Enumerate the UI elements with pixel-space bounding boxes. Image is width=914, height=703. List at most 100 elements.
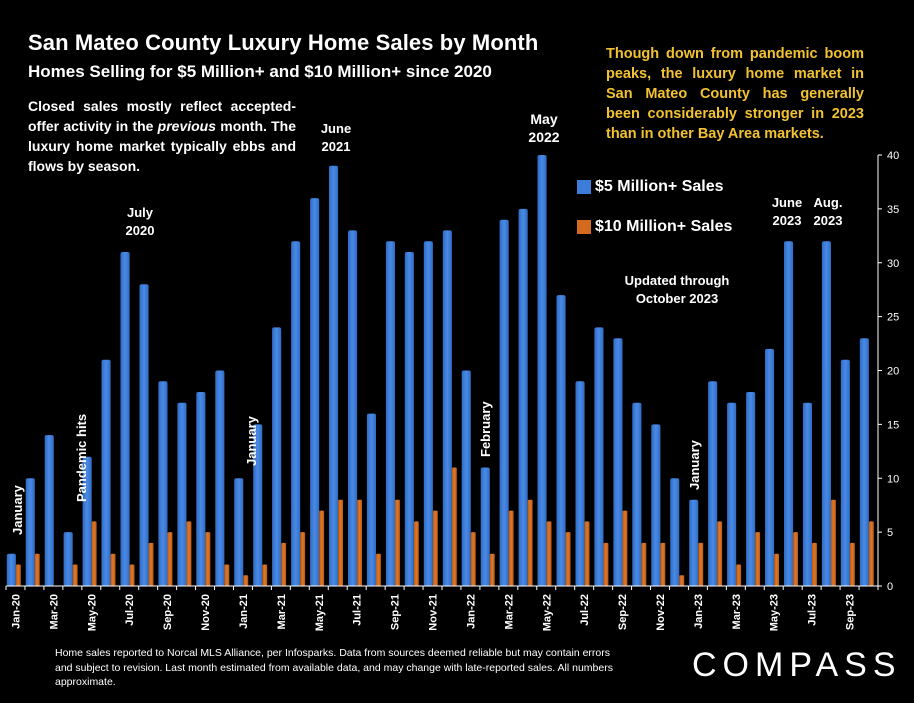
x-tick-label-Mar-20: Mar-20: [48, 594, 60, 629]
x-tick-label-Sep-23: Sep-23: [845, 594, 857, 630]
annotation-june-2023: June 2023: [757, 194, 817, 230]
bar-10m-Apr-21: [300, 532, 306, 586]
x-tick-label-Jan-21: Jan-21: [238, 594, 250, 629]
bar-10m-Aug-22: [603, 542, 609, 586]
bar-5m-Nov-21: [423, 241, 433, 586]
x-tick-label-May-23: May-23: [769, 594, 781, 631]
bar-10m-Apr-22: [527, 499, 533, 586]
bar-5m-Jun-20: [101, 359, 111, 586]
bar-10m-Oct-23: [868, 521, 874, 586]
bar-5m-Feb-21: [253, 424, 263, 586]
y-tick-label-40: 40: [887, 150, 899, 162]
x-tick-label-Jul-20: Jul-20: [124, 594, 136, 626]
bar-5m-Jan-23: [689, 499, 699, 586]
x-tick-label-Mar-21: Mar-21: [276, 594, 288, 629]
bar-10m-Jan-22: [470, 532, 476, 586]
bar-10m-Nov-21: [432, 510, 438, 586]
bar-10m-Mar-22: [508, 510, 514, 586]
compass-logo: COMPASS: [692, 646, 902, 684]
legend-swatch-orange: [577, 220, 591, 234]
annotation-june-2023-year: 2023: [772, 213, 802, 228]
annotation-jan-2021: January: [244, 416, 259, 466]
chart-title: San Mateo County Luxury Home Sales by Mo…: [28, 30, 539, 55]
bar-10m-Jul-21: [357, 499, 362, 586]
bar-10m-May-22: [546, 521, 552, 586]
bar-5m-Aug-23: [821, 241, 831, 586]
legend-swatch-blue: [577, 180, 591, 194]
bar-5m-Mar-23: [727, 402, 737, 586]
bar-10m-Jul-22: [584, 521, 590, 586]
bar-10m-Aug-21: [376, 553, 381, 586]
y-tick-label-15: 15: [887, 419, 899, 431]
annotation-jan-2020: January: [10, 485, 25, 535]
bar-10m-Sep-21: [395, 499, 400, 586]
x-tick-label-Jan-20: Jan-20: [11, 594, 23, 629]
x-tick-label-Sep-21: Sep-21: [390, 594, 402, 630]
bar-10m-Sep-23: [849, 542, 855, 586]
x-tick-label-Jul-23: Jul-23: [807, 594, 819, 626]
bar-5m-Jun-21: [329, 165, 339, 587]
bar-10m-Mar-23: [736, 564, 742, 586]
bar-10m-May-20: [91, 521, 97, 586]
bar-10m-Aug-23: [831, 499, 836, 586]
bar-10m-Jan-21: [243, 575, 249, 586]
x-tick-label-Sep-20: Sep-20: [162, 594, 174, 630]
updated-note: Updated through October 2023: [624, 273, 730, 306]
note-left-part-2: month. The luxury home market typically …: [28, 118, 297, 174]
annotation-june-2021-month: June: [320, 121, 352, 136]
annotation-june-2021-year: 2021: [321, 139, 351, 154]
bar-5m-Jul-20: [120, 252, 130, 586]
y-tick-label-20: 20: [887, 366, 899, 378]
x-tick-label-May-22: May-22: [541, 594, 553, 631]
annotation-july-2020-month: July: [126, 205, 153, 220]
x-tick-label-Mar-23: Mar-23: [731, 594, 743, 629]
legend-item-5m: $5 Million+ Sales: [577, 178, 724, 196]
bar-10m-Dec-22: [679, 575, 685, 586]
bar-5m-Feb-23: [708, 381, 718, 586]
bar-5m-Apr-21: [291, 241, 301, 586]
bar-5m-Aug-22: [594, 327, 604, 586]
annotation-jan-2023: January: [687, 440, 702, 490]
legend-label-5m: $5 Million+ Sales: [595, 178, 724, 195]
bar-10m-Jun-20: [110, 553, 116, 586]
annotation-february: February: [478, 401, 493, 457]
annotation-july-2020-year: 2020: [125, 223, 155, 238]
bar-5m-Feb-22: [480, 467, 490, 586]
x-tick-label-Nov-20: Nov-20: [200, 594, 212, 631]
x-tick-label-Jul-22: Jul-22: [579, 594, 591, 626]
bar-10m-Apr-20: [72, 564, 78, 586]
bar-10m-Jan-23: [698, 542, 704, 586]
annotation-aug-2023-year: 2023: [813, 213, 843, 228]
bar-10m-Oct-20: [186, 521, 192, 586]
y-tick-label-0: 0: [887, 581, 893, 593]
bar-5m-Jan-20: [6, 553, 16, 586]
bar-5m-Feb-20: [25, 478, 35, 587]
y-tick-label-25: 25: [887, 312, 899, 324]
bar-10m-Dec-20: [224, 564, 230, 586]
bar-5m-Jul-23: [802, 402, 812, 586]
bar-10m-Sep-20: [167, 532, 173, 586]
bar-5m-Oct-23: [859, 338, 869, 586]
bar-5m-Sep-22: [613, 338, 623, 586]
x-tick-label-Jan-23: Jan-23: [693, 594, 705, 629]
bar-5m-Oct-22: [632, 402, 642, 586]
bar-5m-Apr-22: [518, 208, 528, 586]
x-tick-label-Mar-22: Mar-22: [503, 594, 515, 629]
bar-10m-Sep-22: [622, 510, 628, 586]
bar-5m-May-22: [537, 155, 547, 586]
bar-10m-Jun-23: [793, 532, 798, 586]
bar-5m-Nov-20: [196, 392, 206, 586]
bar-5m-Oct-21: [404, 252, 414, 586]
note-left: Closed sales mostly reflect accepted-off…: [28, 96, 296, 176]
bar-10m-Jan-20: [15, 564, 21, 586]
annotation-aug-2023-month: Aug.: [813, 195, 843, 210]
bar-10m-Apr-23: [755, 532, 761, 586]
annotation-june-2023-month: June: [771, 195, 803, 210]
bar-5m-Jun-22: [556, 295, 566, 586]
bar-10m-Jul-20: [129, 564, 135, 586]
bar-5m-Sep-21: [385, 241, 395, 586]
note-left-part-1: Closed sales mostly reflect accepted-off…: [28, 98, 296, 134]
bar-5m-Jan-21: [234, 478, 244, 587]
bar-5m-Mar-22: [499, 219, 509, 586]
y-tick-label-35: 35: [887, 204, 899, 216]
